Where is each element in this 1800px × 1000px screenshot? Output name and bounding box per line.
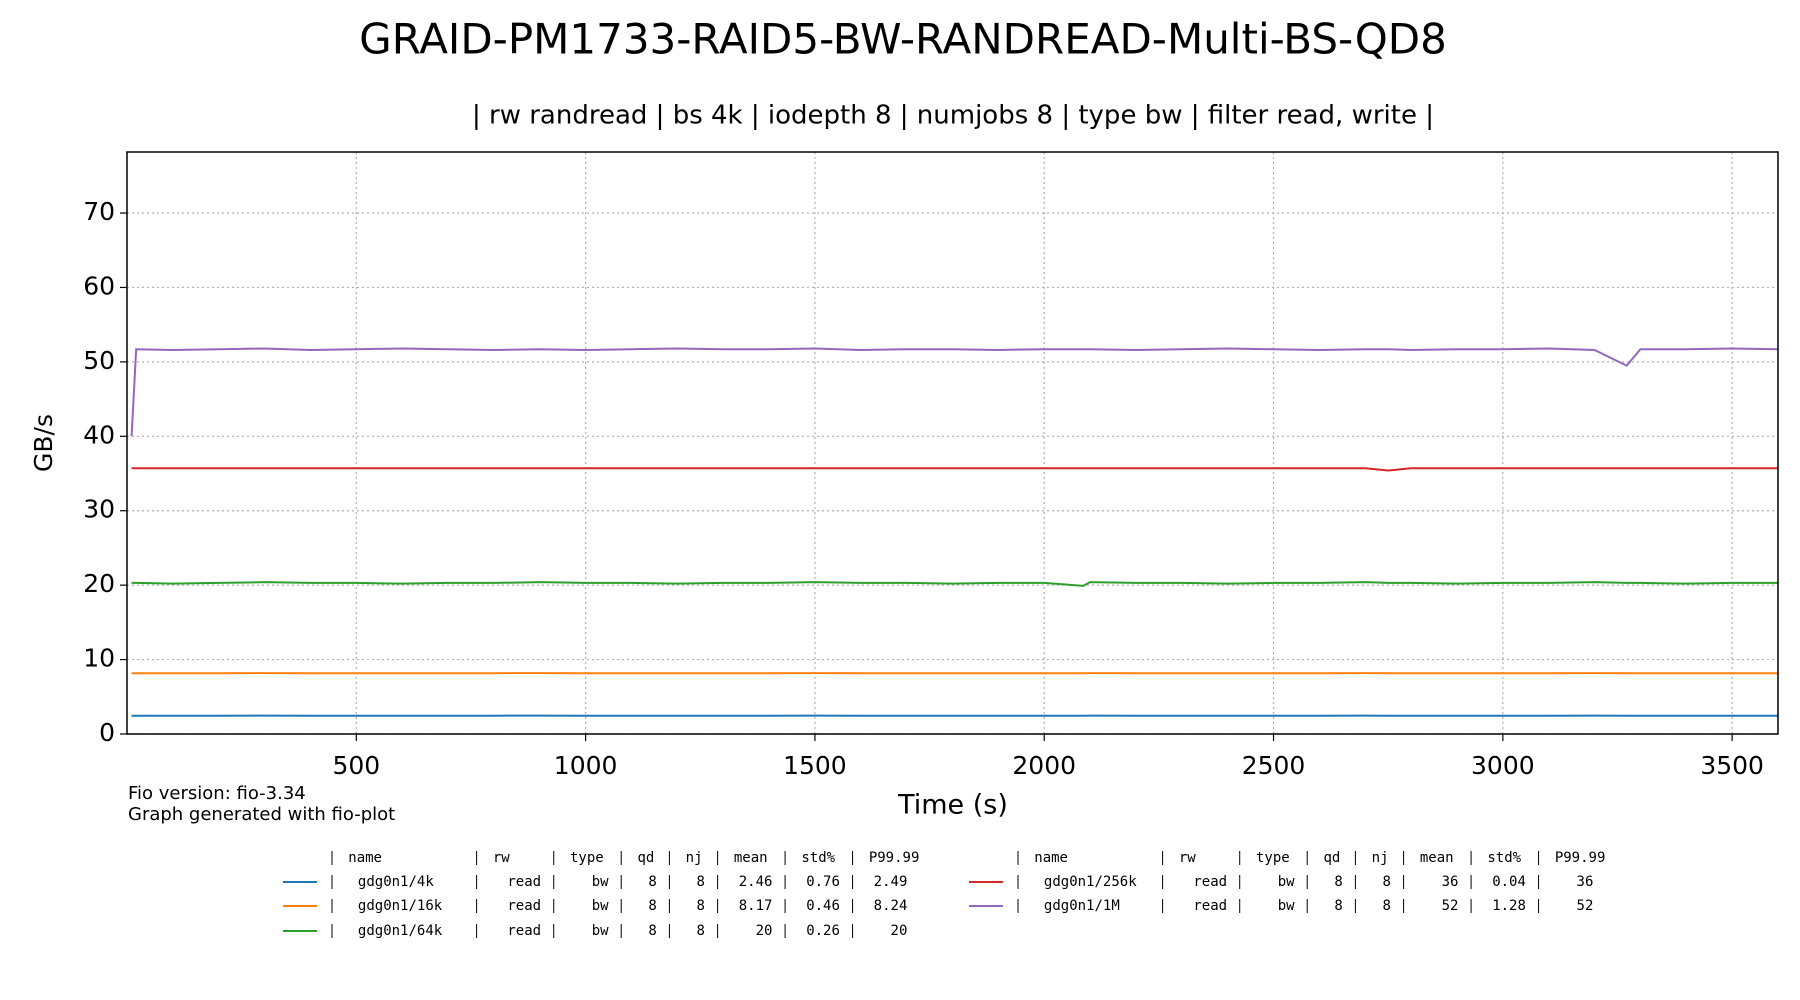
x-axis-label: Time (s) [897,790,1008,821]
legend-cell: 8.24 [874,898,908,914]
x-tick-label: 500 [332,751,380,780]
legend-header: qd [1323,850,1340,866]
legend-cell: 8 [697,923,705,939]
plot-frame [126,151,1779,735]
legend-cell: 8 [697,898,705,914]
legend-cell: 20 [891,923,908,939]
legend-cell: bw [592,923,609,939]
y-axis-label: GB/s [29,414,58,472]
note: Fio version: fio-3.34 [128,783,306,804]
legend-header: rw [493,850,510,866]
legend-cell: 2.46 [739,874,773,890]
x-tick-label: 2000 [1012,751,1076,780]
x-tick-label: 3500 [1700,751,1764,780]
legend-cell: bw [1278,898,1295,914]
legend-cell: 8 [1334,874,1342,890]
y-tick-label: 10 [83,644,115,673]
legend-cell: 8 [648,874,656,890]
legend-cell: 0.46 [806,898,840,914]
y-tick-label: 30 [83,495,115,524]
x-tick-label: 1000 [554,751,618,780]
legend-cell: 8 [648,923,656,939]
legend-header: type [1256,850,1290,866]
x-tick-label: 3000 [1471,751,1535,780]
legend-cell: bw [592,874,609,890]
legend-name: gdg0n1/4k [358,874,434,890]
series-line [131,581,1778,587]
y-tick-label: 40 [83,420,115,449]
legend-header: std% [1487,850,1521,866]
chart-title: GRAID-PM1733-RAID5-BW-RANDREAD-Multi-BS-… [359,15,1447,64]
legend-cell: 8 [1383,874,1391,890]
legend-cell: read [507,898,541,914]
legend-cell: read [1193,874,1227,890]
y-tick-label: 60 [83,271,115,300]
legend-header: nj [686,850,703,866]
legend-cell: 52 [1442,898,1459,914]
legend-cell: 8.17 [739,898,773,914]
legend-header: name [1034,850,1068,866]
legend-cell: bw [1278,874,1295,890]
legend-cell: 20 [756,923,773,939]
legend-cell: bw [592,898,609,914]
legend-cell: read [507,874,541,890]
legend-cell: 0.76 [806,874,840,890]
note: Graph generated with fio-plot [128,804,395,825]
legend-header: rw [1179,850,1196,866]
legend-cell: 8 [1334,898,1342,914]
legend-cell: 2.49 [874,874,908,890]
legend-header: name [348,850,382,866]
legend-header: std% [801,850,835,866]
legend-cell: 52 [1577,898,1594,914]
legend-cell: 8 [648,898,656,914]
chart-subtitle: | rw randread | bs 4k | iodepth 8 | numj… [472,101,1434,131]
legend-header: nj [1372,850,1389,866]
y-tick-label: 0 [99,718,115,747]
series-line [131,467,1778,472]
legend-header: P99.99 [1555,850,1606,866]
legend-name: gdg0n1/64k [358,923,443,939]
legend-header: P99.99 [869,850,920,866]
legend-name: gdg0n1/256k [1044,874,1137,890]
legend-cell: read [507,923,541,939]
legend-cell: 36 [1577,874,1594,890]
legend-cell: 1.28 [1492,898,1526,914]
legend-cell: read [1193,898,1227,914]
series-line [130,347,1779,437]
x-tick-label: 2500 [1242,751,1306,780]
legend-header: mean [734,850,768,866]
legend-header: type [570,850,604,866]
legend-cell: 8 [1383,898,1391,914]
legend-cell: 0.26 [806,923,840,939]
y-tick-label: 50 [83,346,115,375]
legend-header: mean [1420,850,1454,866]
legend-header: qd [637,850,654,866]
legend-name: gdg0n1/16k [358,898,443,914]
x-tick-label: 1500 [783,751,847,780]
legend-cell: 0.04 [1492,874,1526,890]
y-tick-label: 70 [83,197,115,226]
legend-cell: 36 [1442,874,1459,890]
legend-name: gdg0n1/1M [1044,898,1120,914]
y-tick-label: 20 [83,569,115,598]
legend-cell: 8 [697,874,705,890]
